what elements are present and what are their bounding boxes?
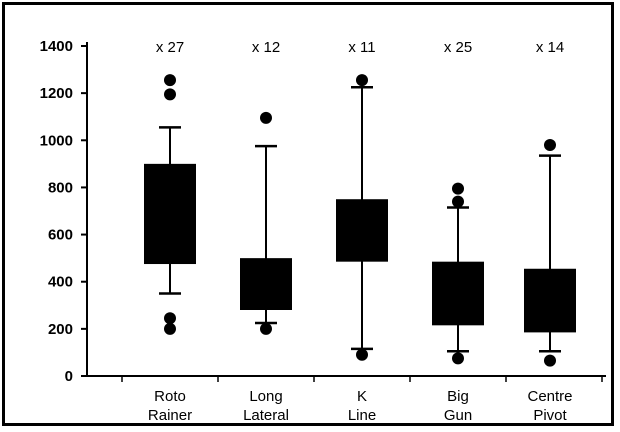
count-label: x 11	[348, 39, 375, 56]
outlier-point	[356, 348, 368, 361]
outlier-point	[260, 322, 272, 335]
category-label-line1: Long	[249, 388, 282, 405]
category-label-line1: Big	[447, 388, 469, 405]
category-label-line2: Line	[348, 407, 376, 424]
box-group: x 25 Big Gun	[432, 39, 484, 424]
category-label-line2: Pivot	[533, 407, 567, 424]
box	[240, 258, 292, 310]
outlier-point	[260, 111, 272, 124]
y-tick-label: 0	[65, 368, 73, 385]
box	[144, 163, 196, 265]
y-tick-label: 800	[48, 179, 73, 196]
category-label-line1: Centre	[527, 388, 572, 405]
category-label-line2: Rainer	[148, 407, 192, 424]
outlier-point	[164, 74, 176, 87]
count-label: x 25	[444, 39, 472, 56]
chart-frame	[2, 2, 614, 426]
outlier-point	[356, 74, 368, 87]
outlier-point	[544, 139, 556, 151]
category-label-line1: K	[357, 388, 367, 405]
category-label-line2: Gun	[444, 407, 472, 424]
outlier-point	[164, 312, 176, 325]
box-group: x 14 Centre Pivot	[524, 39, 576, 424]
count-label: x 27	[156, 39, 184, 56]
y-tick-label: 1200	[40, 85, 73, 102]
y-tick-label: 200	[48, 321, 73, 338]
y-tick-label: 400	[48, 274, 73, 291]
box-group: x 27 Roto Rainer	[144, 39, 196, 424]
category-label-line1: Roto	[154, 388, 186, 405]
box-group: x 11 K Line	[336, 39, 388, 424]
y-tick-label: 1400	[40, 38, 73, 55]
outlier-point	[164, 88, 176, 101]
outlier-point	[544, 354, 556, 367]
category-label-line2: Lateral	[243, 407, 289, 424]
count-label: x 12	[252, 39, 280, 56]
y-tick-label: 600	[48, 227, 73, 244]
box	[432, 261, 484, 326]
outlier-point	[452, 182, 464, 195]
box-group: x 12 Long Lateral	[240, 39, 292, 424]
outlier-point	[452, 352, 464, 365]
box	[524, 268, 576, 333]
y-tick-label: 1000	[40, 132, 73, 149]
outlier-point	[164, 322, 176, 335]
count-label: x 14	[536, 39, 564, 56]
outlier-point	[452, 195, 464, 208]
axes: 0 200 400 600 800 1000 1200 1400	[40, 38, 606, 385]
box	[336, 199, 388, 262]
